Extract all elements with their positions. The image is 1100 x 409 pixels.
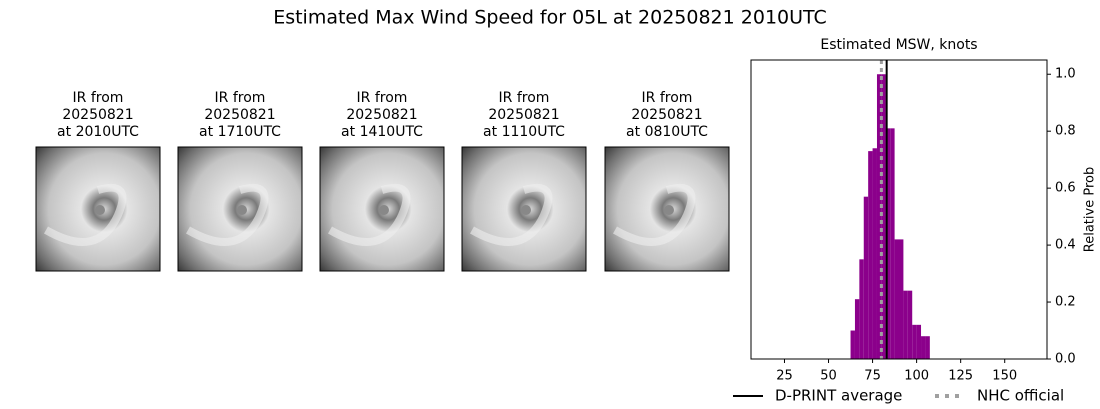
image-title: 20250821 (62, 107, 133, 123)
image-title: IR from (357, 90, 408, 106)
figure-title: Estimated Max Wind Speed for 05L at 2025… (273, 7, 827, 29)
image-title: IR from (499, 90, 550, 106)
plot-frame (750, 59, 1048, 360)
bar (850, 330, 855, 359)
bar (872, 148, 877, 359)
bar (890, 128, 895, 359)
histogram: Estimated MSW, knots 25 50 75 100 125 150 0.0 0.… (733, 37, 1098, 405)
image-title: 20250821 (204, 107, 275, 123)
cloud-band (328, 183, 411, 246)
eye (95, 205, 105, 215)
bar (907, 290, 913, 359)
legend-label: D-PRINT average (775, 387, 902, 405)
eye (664, 205, 674, 215)
image-title: 20250821 (631, 107, 702, 123)
x-tick-label: 25 (776, 369, 793, 384)
bar (885, 128, 891, 359)
y-tick-label: 0.8 (1055, 124, 1076, 139)
bar (899, 239, 904, 359)
bar (925, 336, 930, 359)
x-tick-label: 50 (820, 369, 837, 384)
y-tick-label: 0.4 (1055, 238, 1076, 253)
bar (863, 196, 869, 359)
image-title: IR from (73, 90, 124, 106)
chart-title: Estimated MSW, knots (820, 37, 977, 53)
eye (379, 205, 389, 215)
image-title: at 1410UTC (341, 124, 423, 140)
bar (903, 290, 908, 359)
image-title: IR from (215, 90, 266, 106)
x-tick-label: 150 (992, 369, 1017, 384)
bar (881, 74, 886, 359)
bar (894, 239, 899, 359)
image-title: at 1110UTC (483, 124, 565, 140)
image-title: at 2010UTC (57, 124, 139, 140)
eye (237, 205, 247, 215)
x-tick-label: 125 (948, 369, 973, 384)
cloud-band (613, 183, 696, 246)
legend-label: NHC official (977, 387, 1064, 405)
bar (859, 259, 864, 359)
bar (912, 324, 917, 359)
image-title: 20250821 (346, 107, 417, 123)
y-axis-label: Relative Prob (1083, 167, 1098, 252)
cloud-band (44, 183, 127, 246)
bar (916, 324, 922, 359)
x-tick-label: 75 (864, 369, 881, 384)
image-title: at 0810UTC (626, 124, 708, 140)
eye (521, 205, 531, 215)
image-title: 20250821 (488, 107, 559, 123)
y-tick-label: 0.6 (1055, 181, 1076, 196)
cloud-band (186, 183, 269, 246)
y-tick-label: 1.0 (1055, 67, 1076, 82)
y-tick-label: 0.0 (1055, 352, 1076, 367)
bar (921, 336, 926, 359)
image-title: at 1710UTC (199, 124, 281, 140)
bar (868, 151, 873, 359)
image-title: IR from (642, 90, 693, 106)
bar (876, 74, 882, 359)
bar (854, 299, 860, 359)
y-tick-label: 0.2 (1055, 295, 1076, 310)
cloud-band (470, 183, 553, 246)
x-tick-label: 100 (904, 369, 929, 384)
